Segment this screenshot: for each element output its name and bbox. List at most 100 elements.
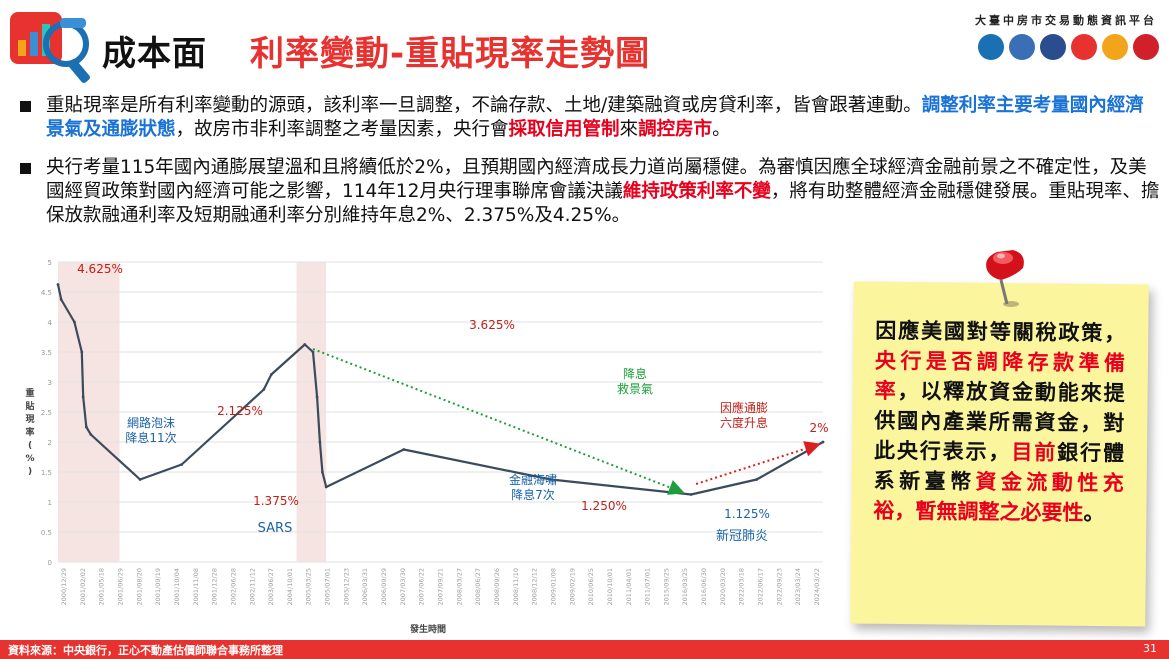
taichung-logo-icon (1071, 34, 1097, 60)
data-point (320, 470, 324, 474)
rate-series-line (56, 284, 824, 496)
x-tick-label: 2008/09/26 (493, 568, 501, 605)
page-subtitle: 利率變動-重貼現率走勢圖 (250, 34, 651, 74)
y-tick-label: 4 (48, 319, 53, 327)
y-axis-title: 現 (25, 414, 34, 425)
x-tick-label: 2001/09/19 (154, 568, 162, 605)
x-tick-label: 2001/02/02 (79, 568, 87, 605)
data-point (73, 320, 76, 324)
annotation-dotcom-label: 降息11次 (125, 430, 176, 445)
bullet-square-icon (20, 163, 31, 174)
x-tick-label: 2024/03/22 (813, 568, 821, 605)
data-point (262, 388, 266, 391)
data-point (237, 410, 241, 414)
page-number: 31 (1143, 642, 1157, 655)
annotation-sars-level: 1.375% (253, 494, 299, 508)
data-point (549, 478, 553, 481)
x-tick-label: 2007/09/21 (437, 568, 445, 605)
y-tick-label: 2 (48, 439, 52, 447)
ctreaa-logo-icon (1133, 34, 1159, 60)
data-point (81, 395, 85, 399)
y-tick-label: 4.5 (41, 289, 52, 297)
bullet-square-icon (20, 101, 31, 112)
x-tick-label: 2001/08/20 (135, 568, 143, 605)
data-point (80, 350, 84, 354)
x-tick-label: 2005/07/01 (324, 568, 332, 605)
annotation-dotcom-level: 2.125% (217, 404, 263, 418)
push-pin-icon (986, 250, 1024, 307)
data-point (318, 440, 322, 444)
x-tick-label: 2006/09/29 (380, 568, 388, 605)
data-point (180, 463, 184, 466)
bullet-segment: 調整利率主要考量國內經濟景氣及通膨狀態 (46, 95, 1144, 140)
note-segment: 目前 (1011, 440, 1058, 465)
y-axis-title: 率 (25, 426, 34, 438)
annotation-dotcom-label: 網路泡沫 (127, 415, 175, 430)
data-point (689, 493, 693, 496)
x-tick-label: 2008/12/12 (531, 568, 539, 605)
annotation-stimulus-label: 救景氣 (617, 381, 653, 396)
x-tick-label: 2005/03/25 (305, 568, 313, 605)
annotation-gfc-level: 1.250% (581, 499, 627, 513)
bullet-segment: 調控房市 (638, 119, 713, 140)
bullet-segment: 維持政策利率不變 (622, 181, 771, 202)
annotation-covid-label: 新冠肺炎 (716, 528, 768, 544)
y-tick-label: 1.5 (41, 469, 52, 477)
x-tick-label: 2008/11/10 (512, 568, 520, 605)
x-tick-label: 2001/11/08 (192, 568, 200, 605)
bullet-segment: ，將有助整體經濟金融穩健發展。重貼現率、擔保放款融通利率及短期融通利率分別維持年… (46, 181, 1160, 226)
bullet-segment: 來 (619, 119, 639, 140)
bullet-segment: 採取信用管制 (508, 119, 620, 140)
x-tick-label: 2022/03/18 (738, 568, 746, 605)
y-tick-label: 0 (48, 559, 52, 567)
bullet-segment: 。 (712, 119, 731, 140)
x-tick-label: 2016/06/30 (700, 568, 708, 605)
partner-logos (978, 34, 1159, 60)
page-title: 成本面 (102, 34, 207, 74)
x-tick-label: 2002/11/12 (248, 568, 256, 605)
annotation-inflation-label: 六度升息 (720, 415, 768, 430)
discount-rate-chart: 0 0.5 1 1.5 2 2.5 3 3.5 4 4.5 5 2000/12/29 2001/02/0… (24, 259, 828, 635)
y-tick-label: 1 (48, 499, 52, 507)
platform-name: 大臺中房市交易動態資訊平台 (975, 14, 1157, 27)
annotation-inflation-label: 因應通膨 (720, 400, 768, 415)
platform-logo-icon (10, 12, 90, 83)
annotation-gfc-label: 金融海嘯 (509, 472, 557, 487)
x-tick-label: 2022/06/17 (757, 568, 765, 605)
x-tick-label: 2022/09/23 (775, 568, 783, 605)
annotation-peak-2000: 4.625% (77, 262, 123, 276)
note-segment: 因應美國對等關稅政策， (875, 318, 1126, 346)
y-tick-label: 3.5 (41, 349, 52, 357)
x-tick-label: 2003/06/27 (267, 568, 275, 605)
x-tick-label: 2004/10/01 (286, 568, 294, 605)
data-point (821, 440, 825, 444)
annotation-sars-label: SARS (258, 521, 293, 536)
y-tick-label: 3 (48, 379, 52, 387)
x-tick-label: 2007/03/30 (399, 568, 407, 605)
building-logo-icon (1009, 34, 1035, 60)
easing-trend-arrow (312, 348, 685, 495)
bullet-item: 重貼現率是所有利率變動的源頭，該利率一旦調整，不論存款、土地/建築融資或房貸利率… (20, 94, 1160, 142)
x-tick-label: 2009/02/19 (568, 568, 576, 605)
x-tick-label: 2001/06/29 (116, 568, 124, 605)
note-segment: 。 (1083, 500, 1105, 526)
x-tick-label: 2016/03/25 (681, 568, 689, 605)
x-tick-label: 2005/12/23 (342, 568, 350, 605)
data-point (324, 485, 328, 489)
x-tick-label: 2006/03/31 (361, 568, 369, 605)
x-axis-title: 發生時間 (409, 623, 446, 635)
y-axis-title: ( (28, 441, 32, 451)
hexagon-logo-icon (1102, 34, 1128, 60)
x-tick-label: 2002/06/28 (229, 568, 237, 605)
x-tick-label: 2023/03/24 (794, 568, 802, 605)
data-point (138, 478, 142, 481)
bullet-text: 央行考量115年國內通膨展望溫和且將續低於2%，且預期國內經濟成長力道尚屬穩健。… (20, 156, 1160, 228)
annotation-stimulus-label: 降息 (623, 366, 647, 381)
x-tick-label: 2010/06/25 (587, 568, 595, 605)
data-point (315, 395, 319, 399)
x-tick-label: 2001/05/18 (98, 568, 106, 605)
y-axis-title: ) (28, 467, 32, 477)
source-note: 資料來源：中央銀行，正心不動產估價師聯合事務所整理 (8, 644, 283, 657)
note-text: 因應美國對等關稅政策，央行是否調降存款準備率，以釋放資金動能來提供國內產業所需資… (873, 316, 1125, 529)
